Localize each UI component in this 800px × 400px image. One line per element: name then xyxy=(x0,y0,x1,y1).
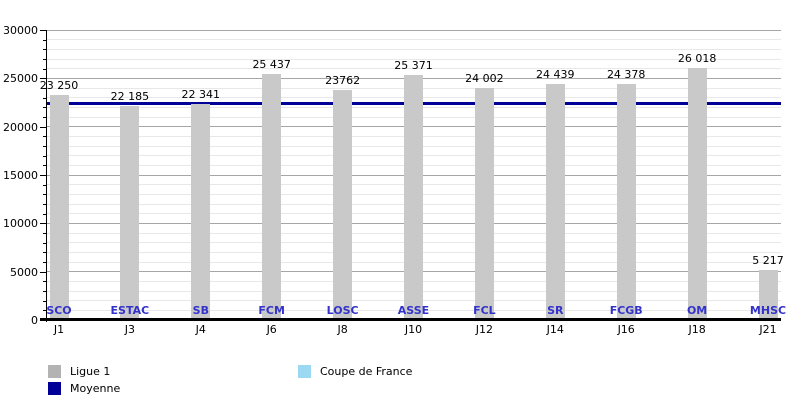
matchday-label: J4 xyxy=(195,323,206,336)
y-axis-tick xyxy=(43,68,46,70)
bar-mhsc xyxy=(758,269,778,320)
y-axis-tick xyxy=(43,281,46,283)
team-label: LOSC xyxy=(326,304,359,317)
y-axis-label: 25000 xyxy=(3,72,38,86)
y-axis-tick xyxy=(40,271,46,273)
y-axis-label: 20000 xyxy=(3,120,38,134)
y-axis-tick xyxy=(43,59,46,60)
legend-label-ligue1: Ligue 1 xyxy=(70,365,111,378)
matchday-label: J10 xyxy=(404,323,423,336)
coupe-de-france-swatch xyxy=(298,365,311,378)
y-axis-label: 15000 xyxy=(3,169,38,182)
y-axis-tick xyxy=(40,175,46,176)
bar-fcl xyxy=(474,87,494,320)
y-axis-tick xyxy=(43,97,46,99)
matchday-label: J6 xyxy=(266,323,277,336)
bar-fcgb xyxy=(616,84,636,320)
bar-om xyxy=(687,68,707,320)
bar-asse xyxy=(404,74,423,320)
y-axis-tick xyxy=(43,107,46,109)
y-axis-tick xyxy=(43,213,46,215)
matchday-label: J16 xyxy=(617,323,635,336)
bar-value-label: 22 341 xyxy=(181,88,221,102)
team-label: SCO xyxy=(46,304,72,317)
bar-fcm xyxy=(262,74,282,320)
bar-value-label: 26 018 xyxy=(677,52,717,66)
y-axis-tick xyxy=(43,262,46,263)
y-axis-tick xyxy=(43,39,46,41)
bar-value-label: 23762 xyxy=(325,74,361,88)
y-axis-tick xyxy=(43,88,46,89)
matchday-label: J18 xyxy=(688,323,706,336)
legend-label-moyenne: Moyenne xyxy=(70,382,121,395)
team-label: ASSE xyxy=(397,304,430,317)
y-axis-tick xyxy=(40,223,46,225)
y-axis-tick xyxy=(43,252,46,254)
legend-label-coupe-de-france: Coupe de France xyxy=(320,365,413,378)
bar-sr xyxy=(545,83,565,320)
team-label: FCL xyxy=(473,304,496,317)
bar-value-label: 22 185 xyxy=(110,89,150,103)
y-axis-tick xyxy=(43,204,46,205)
bar-value-label: 24 439 xyxy=(536,67,575,81)
y-axis-label: 10000 xyxy=(3,217,38,231)
matchday-label: J1 xyxy=(53,323,65,336)
team-label: FCGB xyxy=(609,304,643,317)
matchday-label: J12 xyxy=(475,323,494,336)
matchday-label: J21 xyxy=(759,323,777,336)
y-axis-tick xyxy=(40,126,46,128)
y-axis-tick xyxy=(43,165,46,167)
y-axis-tick xyxy=(43,117,46,118)
minor-gridline xyxy=(46,68,781,70)
y-axis-label: 5000 xyxy=(10,265,38,279)
minor-gridline xyxy=(46,58,781,60)
legend-item-moyenne: Moyenne xyxy=(48,382,120,395)
ligue1-swatch xyxy=(48,365,61,378)
y-axis-tick xyxy=(40,78,46,80)
bar-estac xyxy=(120,105,140,320)
y-axis-tick xyxy=(43,155,46,157)
matchday-label: J14 xyxy=(546,323,564,336)
bar-sb xyxy=(191,104,211,320)
bar-losc xyxy=(333,90,353,320)
team-label: SR xyxy=(547,304,564,317)
team-label: ESTAC xyxy=(110,304,150,317)
legend-item-coupe-de-france: Coupe de France xyxy=(298,365,412,378)
team-label: OM xyxy=(686,304,708,317)
bar-value-label: 24 378 xyxy=(606,68,646,82)
bar-value-label: 24 002 xyxy=(465,71,504,85)
legend-item-ligue1: Ligue 1 xyxy=(48,365,110,378)
y-axis-tick xyxy=(43,291,46,292)
y-axis-tick xyxy=(43,300,46,302)
y-axis-tick xyxy=(43,184,46,186)
matchday-label: J3 xyxy=(124,323,136,336)
minor-gridline xyxy=(46,39,781,41)
team-label: FCM xyxy=(258,304,285,317)
y-axis-tick xyxy=(43,242,46,244)
y-axis-tick xyxy=(43,233,46,234)
y-axis-label: 0 xyxy=(31,314,38,327)
matchday-label: J8 xyxy=(337,323,348,336)
bar-value-label: 23 250 xyxy=(39,79,79,93)
y-axis-line xyxy=(46,30,47,322)
y-axis-tick xyxy=(43,146,46,147)
moyenne-swatch xyxy=(48,382,61,395)
y-axis-tick xyxy=(43,136,46,138)
team-label: SB xyxy=(192,304,209,317)
y-axis-tick xyxy=(43,194,46,196)
team-label: MHSC xyxy=(749,304,787,317)
bar-sco xyxy=(49,95,69,320)
bar-value-label: 5 217 xyxy=(752,253,784,267)
bar-value-label: 25 371 xyxy=(394,58,433,72)
y-axis-tick xyxy=(43,310,46,312)
major-gridline xyxy=(46,29,781,31)
y-axis-tick xyxy=(43,49,46,51)
bar-value-label: 25 437 xyxy=(252,58,291,72)
y-axis-tick xyxy=(40,30,46,31)
minor-gridline xyxy=(46,48,781,50)
y-axis-label: 30000 xyxy=(3,24,38,37)
x-axis-line xyxy=(40,318,781,321)
